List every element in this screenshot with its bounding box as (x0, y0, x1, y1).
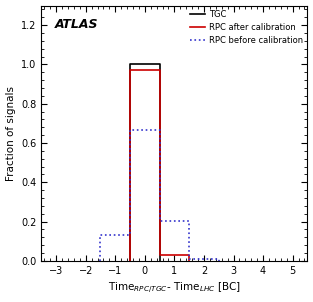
Text: ATLAS: ATLAS (55, 18, 98, 31)
Legend: TGC, RPC after calibration, RPC before calibration: TGC, RPC after calibration, RPC before c… (188, 8, 305, 47)
X-axis label: Time$_{RPC/TGC}$- Time$_{LHC}$ [BC]: Time$_{RPC/TGC}$- Time$_{LHC}$ [BC] (108, 281, 241, 297)
Y-axis label: Fraction of signals: Fraction of signals (6, 86, 16, 181)
